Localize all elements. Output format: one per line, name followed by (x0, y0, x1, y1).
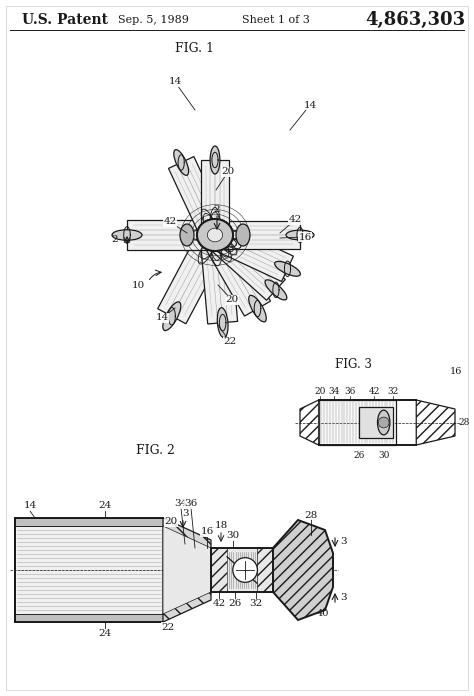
Text: 3: 3 (340, 594, 346, 603)
Bar (15, 518, 163, 526)
Ellipse shape (174, 150, 189, 175)
Text: 3: 3 (340, 537, 346, 546)
Ellipse shape (274, 262, 301, 276)
Ellipse shape (207, 228, 223, 242)
Text: 14: 14 (303, 100, 317, 109)
Ellipse shape (377, 410, 390, 435)
Text: 34: 34 (328, 388, 340, 397)
Polygon shape (273, 520, 333, 620)
Text: 30: 30 (378, 450, 389, 459)
Polygon shape (202, 228, 271, 316)
Text: 22: 22 (223, 338, 237, 347)
Polygon shape (168, 157, 228, 241)
Text: 20: 20 (314, 388, 326, 397)
Text: 20: 20 (225, 296, 238, 305)
Ellipse shape (236, 224, 250, 246)
Text: 2: 2 (214, 205, 220, 214)
Polygon shape (158, 228, 229, 324)
Text: 36: 36 (344, 388, 356, 397)
Ellipse shape (217, 308, 228, 338)
Text: FIG. 2: FIG. 2 (136, 443, 174, 457)
Text: 16: 16 (201, 528, 214, 537)
Text: 26: 26 (353, 450, 365, 459)
Polygon shape (215, 221, 300, 249)
Polygon shape (200, 234, 237, 324)
Ellipse shape (180, 224, 194, 246)
Text: Sheet 1 of 3: Sheet 1 of 3 (242, 15, 310, 25)
Ellipse shape (197, 219, 233, 251)
Text: 34: 34 (174, 500, 188, 509)
Text: 42: 42 (164, 217, 177, 226)
Ellipse shape (197, 219, 233, 251)
Circle shape (378, 417, 389, 428)
Text: 32: 32 (249, 599, 262, 608)
Text: 42: 42 (288, 216, 301, 225)
Ellipse shape (249, 295, 266, 322)
Text: U.S. Patent: U.S. Patent (22, 13, 108, 27)
Text: 42: 42 (212, 599, 226, 608)
Text: 36: 36 (184, 500, 198, 509)
Text: FIG. 3: FIG. 3 (335, 358, 372, 372)
Text: 18: 18 (214, 521, 228, 530)
Ellipse shape (112, 230, 142, 240)
Polygon shape (163, 526, 211, 614)
Polygon shape (201, 160, 229, 235)
Ellipse shape (205, 226, 225, 244)
Text: 24: 24 (99, 629, 111, 638)
Bar (319, 400, 396, 445)
Text: Sep. 5, 1989: Sep. 5, 1989 (118, 15, 189, 25)
Ellipse shape (163, 302, 181, 331)
Text: 10: 10 (131, 281, 145, 290)
Text: 3: 3 (182, 509, 189, 519)
Text: 16: 16 (450, 367, 462, 376)
Text: 16: 16 (298, 232, 311, 242)
Text: 42: 42 (369, 388, 380, 397)
Polygon shape (163, 518, 211, 622)
Text: FIG. 1: FIG. 1 (175, 42, 215, 54)
Bar (15, 614, 163, 622)
Text: 28: 28 (458, 418, 469, 427)
Text: 32: 32 (387, 388, 399, 397)
Text: 14: 14 (168, 77, 182, 86)
Text: 28: 28 (304, 510, 318, 519)
Polygon shape (206, 225, 285, 300)
Ellipse shape (265, 280, 287, 300)
Text: 30: 30 (226, 532, 239, 541)
Text: 24: 24 (99, 502, 111, 510)
Text: 14: 14 (23, 502, 36, 510)
Text: 4,863,303: 4,863,303 (365, 11, 465, 29)
Ellipse shape (210, 146, 220, 174)
Polygon shape (127, 220, 215, 250)
Text: 26: 26 (228, 599, 241, 608)
Bar (211, 548, 273, 592)
Text: 40: 40 (317, 610, 329, 619)
Text: 14: 14 (155, 313, 169, 322)
Polygon shape (209, 222, 293, 281)
Text: 20: 20 (221, 168, 235, 177)
Text: 22: 22 (161, 622, 174, 631)
Text: 20: 20 (164, 518, 178, 526)
Ellipse shape (286, 230, 314, 240)
Bar (359, 406, 393, 438)
Text: 2: 2 (112, 235, 118, 244)
Circle shape (233, 557, 257, 583)
Bar (15, 518, 163, 622)
